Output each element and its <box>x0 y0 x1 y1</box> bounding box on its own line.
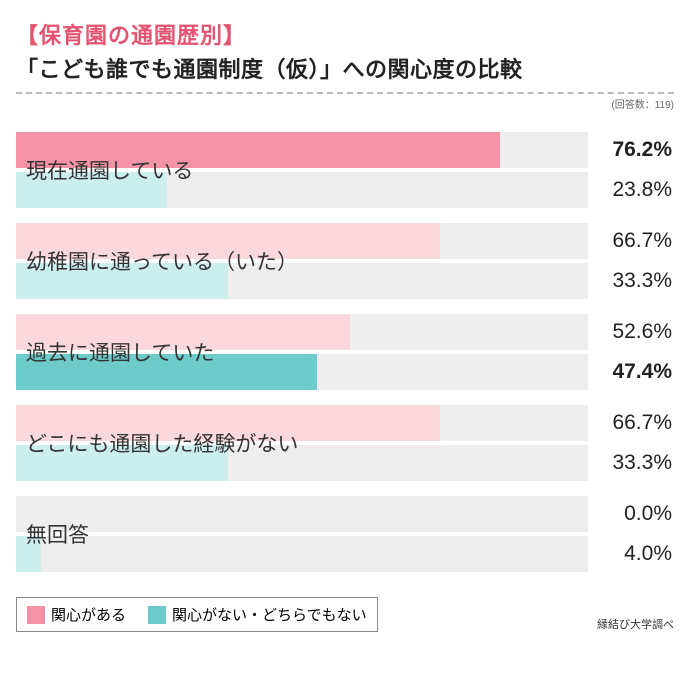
bar-row: 4.0% <box>16 536 674 572</box>
bar-groups: 76.2%23.8%現在通園している66.7%33.3%幼稚園に通っている（いた… <box>16 117 674 572</box>
bar-row: 0.0% <box>16 496 674 532</box>
bar-group: 0.0%4.0%無回答 <box>16 496 674 572</box>
bar-value-label: 76.2% <box>588 138 674 162</box>
chart-container: 【保育園の通園歴別】 「こども誰でも通園制度（仮）」への関心度の比較 (回答数：… <box>0 0 690 644</box>
bar-value-label: 52.6% <box>588 320 674 344</box>
bar-fill <box>16 132 500 168</box>
chart-title-main: 「こども誰でも通園制度（仮）」への関心度の比較 <box>16 52 674 84</box>
bar-value-label: 33.3% <box>588 451 674 475</box>
bar-value-label: 66.7% <box>588 411 674 435</box>
bar-track <box>16 405 588 441</box>
bar-track <box>16 314 588 350</box>
respondent-count: (回答数：119) <box>16 96 674 111</box>
legend-swatch <box>27 606 45 624</box>
bar-row: 47.4% <box>16 354 674 390</box>
bar-value-label: 0.0% <box>588 502 674 526</box>
bar-track <box>16 496 588 532</box>
bar-group: 66.7%33.3%どこにも通園した経験がない <box>16 405 674 481</box>
bar-fill <box>16 536 41 572</box>
bar-row: 66.7% <box>16 405 674 441</box>
bar-fill <box>16 223 440 259</box>
bar-value-label: 4.0% <box>588 542 674 566</box>
legend: 関心がある 関心がない・どちらでもない <box>16 597 378 632</box>
bar-group: 66.7%33.3%幼稚園に通っている（いた） <box>16 223 674 299</box>
bar-track <box>16 132 588 168</box>
footer-credit: 縁結び大学調べ <box>597 616 674 632</box>
bar-track <box>16 354 588 390</box>
bar-value-label: 33.3% <box>588 269 674 293</box>
bar-group: 76.2%23.8%現在通園している <box>16 132 674 208</box>
bar-value-label: 47.4% <box>588 360 674 384</box>
bar-value-label: 66.7% <box>588 229 674 253</box>
bar-row: 66.7% <box>16 223 674 259</box>
legend-item: 関心がない・どちらでもない <box>148 604 367 625</box>
bar-fill <box>16 314 350 350</box>
bar-value-label: 23.8% <box>588 178 674 202</box>
bar-row: 76.2% <box>16 132 674 168</box>
bar-row: 52.6% <box>16 314 674 350</box>
bar-track <box>16 172 588 208</box>
bar-group: 52.6%47.4%過去に通園していた <box>16 314 674 390</box>
bar-track <box>16 263 588 299</box>
bar-track <box>16 445 588 481</box>
bar-fill <box>16 354 317 390</box>
chart-title-bracket: 【保育園の通園歴別】 <box>16 18 674 50</box>
legend-label: 関心がない・どちらでもない <box>172 604 367 625</box>
bar-track <box>16 536 588 572</box>
bar-fill <box>16 172 167 208</box>
bar-fill <box>16 263 228 299</box>
legend-label: 関心がある <box>51 604 126 625</box>
bar-row: 23.8% <box>16 172 674 208</box>
divider <box>16 92 674 94</box>
bar-fill <box>16 405 440 441</box>
bar-row: 33.3% <box>16 263 674 299</box>
legend-swatch <box>148 606 166 624</box>
bar-fill <box>16 445 228 481</box>
legend-item: 関心がある <box>27 604 126 625</box>
bar-track <box>16 223 588 259</box>
bar-row: 33.3% <box>16 445 674 481</box>
